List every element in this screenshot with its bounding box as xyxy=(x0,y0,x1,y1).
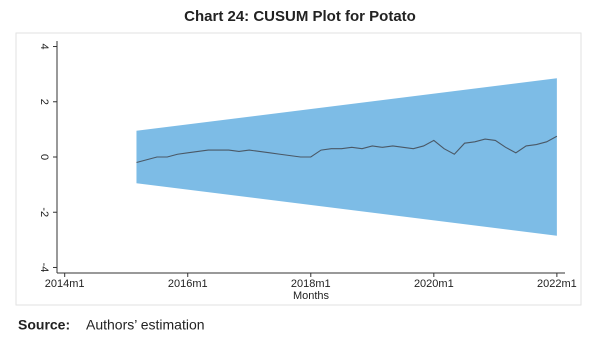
x-tick-label: 2016m1 xyxy=(168,278,208,290)
confidence-band xyxy=(136,78,557,236)
source-label: Source: xyxy=(18,317,70,333)
x-axis-title: Months xyxy=(293,290,330,302)
y-tick-label: -2 xyxy=(38,207,50,217)
x-tick-label: 2014m1 xyxy=(45,278,85,290)
y-tick-label: 0 xyxy=(38,154,50,160)
y-tick-label: 4 xyxy=(38,43,50,49)
y-tick-label: -4 xyxy=(38,263,50,273)
x-tick-label: 2020m1 xyxy=(414,278,454,290)
y-tick-label: 2 xyxy=(38,99,50,105)
chart-title: Chart 24: CUSUM Plot for Potato xyxy=(184,8,416,25)
cusum-line xyxy=(136,135,558,164)
x-tick-label: 2018m1 xyxy=(291,278,331,290)
source-text: Authors’ estimation xyxy=(86,317,205,333)
x-tick-label: 2022m1 xyxy=(537,278,577,290)
